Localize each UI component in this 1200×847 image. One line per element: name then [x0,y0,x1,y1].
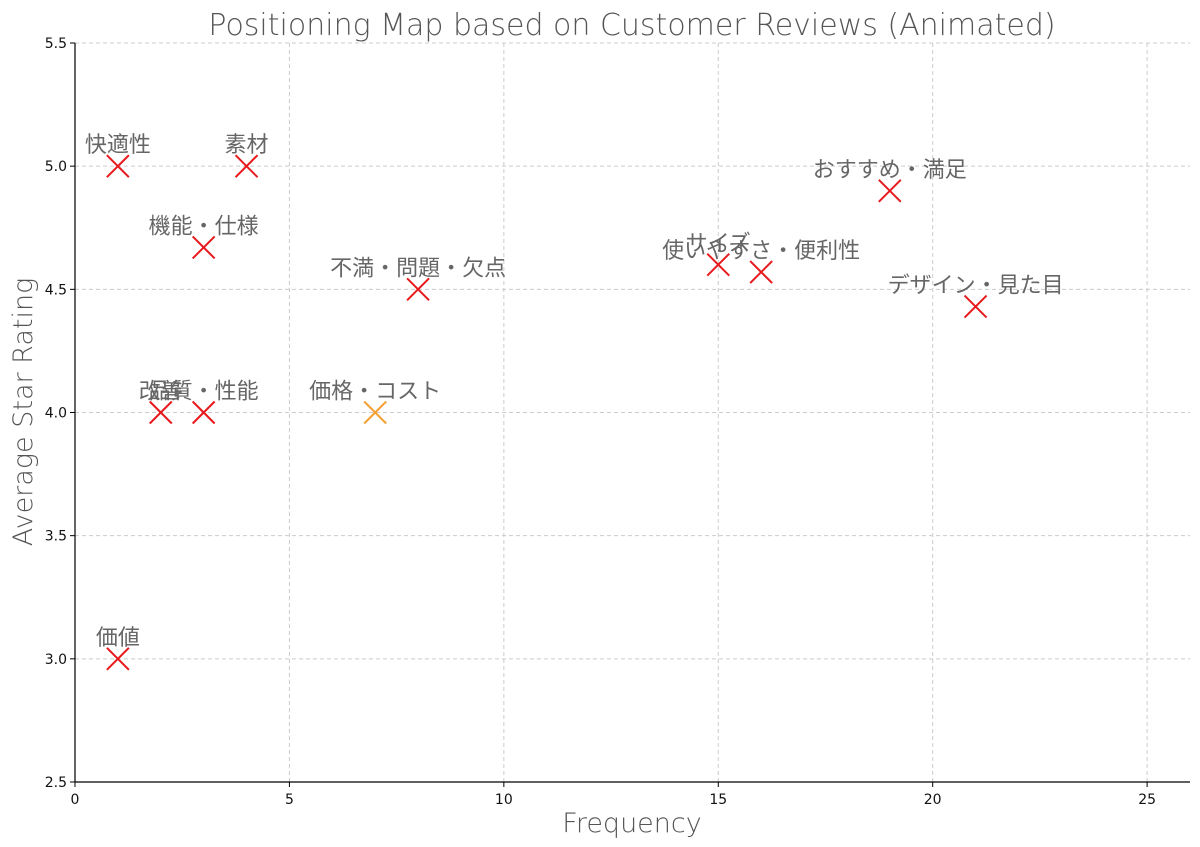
y-tick-label: 5.5 [45,36,67,52]
chart-title: Positioning Map based on Customer Review… [208,8,1055,43]
data-point-label: 価値 [96,626,140,651]
data-point-label: 価格・コスト [309,380,441,405]
data-point-marker [234,154,259,178]
data-point-marker [878,179,902,203]
y-tick-label: 3.5 [45,529,67,545]
data-point-marker [706,252,730,277]
y-tick-label: 4.0 [45,406,67,422]
x-tick-label: 10 [495,792,513,808]
y-tick-label: 3.0 [45,652,67,668]
data-point-marker [191,400,216,425]
data-point-marker [963,294,988,319]
data-point-marker [149,400,173,425]
data-point-label: 改善 [139,380,183,405]
data-point-label: 快適性 [85,133,151,158]
y-tick-label: 2.5 [45,775,67,791]
x-axis-label: Frequency [562,808,701,839]
data-point-label: おすすめ・満足 [813,158,967,183]
data-markers [106,154,988,671]
data-point-marker [106,647,130,671]
grid-lines [75,42,1190,782]
x-tick-label: 20 [924,792,942,808]
data-point-label: 機能・仕様 [149,214,259,239]
x-tick-label: 0 [71,792,80,808]
data-point-marker [191,235,216,260]
data-point-marker [406,277,430,302]
axis-ticks: 0 5 10 15 20 25 2.5 3.0 3.5 4.0 4.5 5.0 5.5 [45,36,1156,808]
data-point-marker [749,260,773,284]
y-axis-label: Average Star Rating [8,278,39,547]
data-point-label: 使いやすさ・便利性 [662,239,860,264]
data-point-marker [106,154,130,178]
x-tick-label: 25 [1138,792,1156,808]
data-point-label: 不満・問題・欠点 [330,256,506,281]
y-tick-label: 5.0 [45,159,67,175]
data-point-label: デザイン・見た目 [888,274,1064,299]
data-point-label: 素材 [225,133,269,158]
data-point-label: 品質・性能 [149,380,259,405]
x-tick-label: 15 [709,792,727,808]
y-tick-label: 4.5 [45,282,67,298]
data-point-marker [363,400,387,425]
x-tick-label: 5 [285,792,294,808]
data-point-label: サイズ [686,232,751,257]
